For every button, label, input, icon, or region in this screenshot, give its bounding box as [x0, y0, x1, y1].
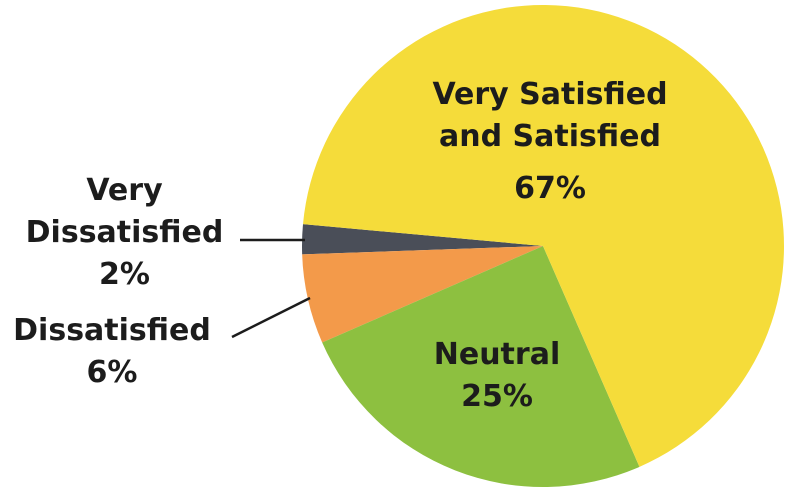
category-label: Neutral: [433, 337, 561, 372]
pie-slice: [302, 5, 784, 467]
category-label: Very Dissatisfied: [25, 173, 224, 250]
pie-slice: [302, 224, 543, 255]
category-label: Dissatisfied: [13, 313, 211, 348]
slice-label: Very Satisfied and Satisfied 67%: [420, 74, 680, 210]
slice-label: Dissatisfied 6%: [2, 310, 222, 394]
slice-label: Very Dissatisfied 2%: [12, 170, 237, 296]
slice-label: Neutral 25%: [397, 334, 597, 418]
leader-line: [231, 296, 311, 339]
pie-slice: [302, 246, 543, 343]
pie-slice: [322, 246, 640, 488]
value-label: 67%: [514, 171, 586, 206]
value-label: 25%: [461, 379, 533, 414]
value-label: 6%: [86, 355, 138, 390]
value-label: 2%: [99, 257, 150, 292]
category-label: Very Satisfied and Satisfied: [432, 77, 668, 154]
